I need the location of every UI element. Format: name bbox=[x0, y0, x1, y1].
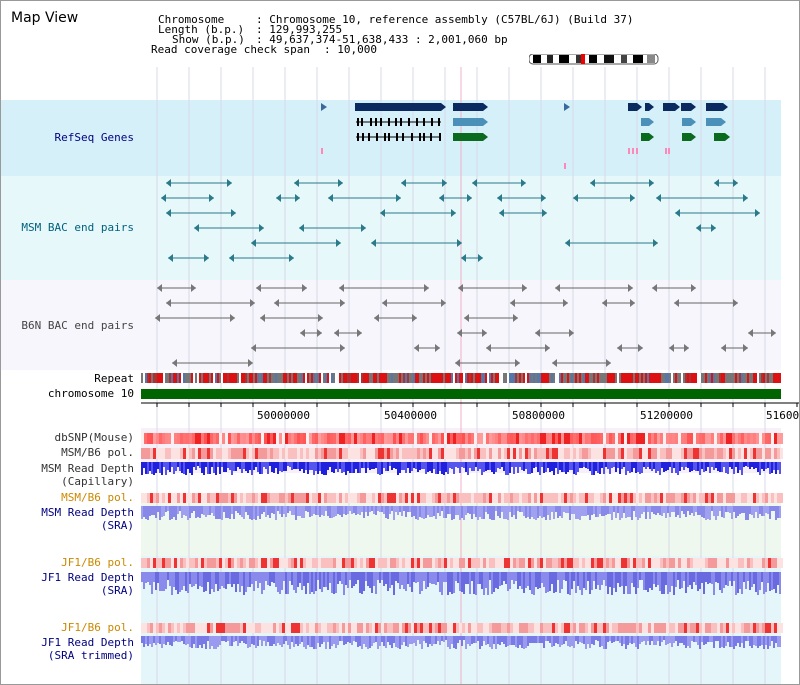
jf1-depth-bars bbox=[141, 572, 781, 595]
track-label-msm-bac[interactable]: MSM BAC end pairs bbox=[21, 221, 134, 234]
track-label-dbsnp[interactable]: dbSNP(Mouse) bbox=[54, 431, 134, 444]
track-label-jf1-trimmed[interactable]: JF1 Read Depth bbox=[41, 636, 134, 649]
msm-pol-stripe-2 bbox=[141, 493, 783, 503]
track-label-msm-depth-capillary[interactable]: MSM Read Depth bbox=[41, 462, 134, 475]
dbsnp-stripe bbox=[141, 433, 783, 444]
coverage-key: Read coverage check span bbox=[151, 43, 310, 56]
track-label-jf1-depth[interactable]: JF1 Read Depth bbox=[41, 571, 134, 584]
coverage-value: : 10,000 bbox=[324, 43, 377, 56]
msm-pol-stripe-1 bbox=[141, 448, 783, 459]
track-label-msm-depth-sra[interactable]: MSM Read Depth bbox=[41, 506, 134, 519]
chromosome-ideogram[interactable] bbox=[529, 54, 659, 65]
track-label-repeat[interactable]: Repeat bbox=[94, 372, 134, 385]
right-margin bbox=[781, 100, 799, 684]
page-title: Map View bbox=[11, 10, 79, 26]
scale-axis bbox=[141, 402, 799, 407]
msm-bac-pairs bbox=[161, 179, 760, 262]
show-key: Show (b.p.) bbox=[172, 33, 245, 46]
repeat-track bbox=[141, 373, 781, 383]
track-label-msm-pol-2[interactable]: MSM/B6 pol. bbox=[61, 491, 134, 504]
jf1-pol-stripe-2 bbox=[141, 623, 783, 633]
refseq-label-bg bbox=[1, 100, 141, 176]
chromosome-bar bbox=[141, 389, 781, 399]
scale-tick-label: 51200000 bbox=[640, 409, 693, 422]
jf1-trimmed-depth-bars bbox=[141, 636, 781, 649]
track-label-b6n-bac[interactable]: B6N BAC end pairs bbox=[21, 319, 134, 332]
chromosome-key: Chromosome bbox=[158, 13, 225, 26]
msm-depth-sra-bars bbox=[141, 506, 781, 520]
scale-tick-label: 51600 bbox=[766, 409, 800, 422]
scale-tick-label: 50000000 bbox=[257, 409, 310, 422]
scale-tick-label: 50400000 bbox=[384, 409, 437, 422]
show-value: : 49,637,374-51,638,433 : 2,001,060 bp bbox=[256, 33, 508, 46]
scale-tick-label: 50800000 bbox=[512, 409, 565, 422]
track-label-jf1-pol-1[interactable]: JF1/B6 pol. bbox=[61, 556, 134, 569]
length-key: Length (b.p.) bbox=[158, 23, 245, 36]
chromosome-value: : Chromosome 10, reference assembly (C57… bbox=[256, 13, 634, 26]
jf1-pol-stripe-1 bbox=[141, 558, 783, 568]
msm-depth-capillary-bars bbox=[141, 462, 781, 475]
track-label-msm-depth-capillary-sub: (Capillary) bbox=[61, 475, 134, 488]
msm-bac-track-bg bbox=[1, 176, 781, 280]
track-label-refseq[interactable]: RefSeq Genes bbox=[54, 131, 134, 144]
track-label-msm-depth-sra-sub: (SRA) bbox=[100, 519, 134, 532]
track-label-msm-pol-1[interactable]: MSM/B6 pol. bbox=[61, 446, 134, 459]
track-label-jf1-depth-sub: (SRA) bbox=[100, 584, 134, 597]
header-band bbox=[1, 67, 781, 100]
b6n-bac-track-bg bbox=[1, 280, 781, 370]
b6n-bac-pairs bbox=[155, 284, 776, 367]
refseq-genes bbox=[321, 103, 730, 169]
track-label-jf1-trimmed-sub: (SRA trimmed) bbox=[47, 649, 134, 662]
track-label-chromosome[interactable]: chromosome 10 bbox=[47, 387, 134, 400]
length-value: : 129,993,255 bbox=[256, 23, 343, 36]
track-label-jf1-pol-2[interactable]: JF1/B6 pol. bbox=[61, 621, 134, 634]
